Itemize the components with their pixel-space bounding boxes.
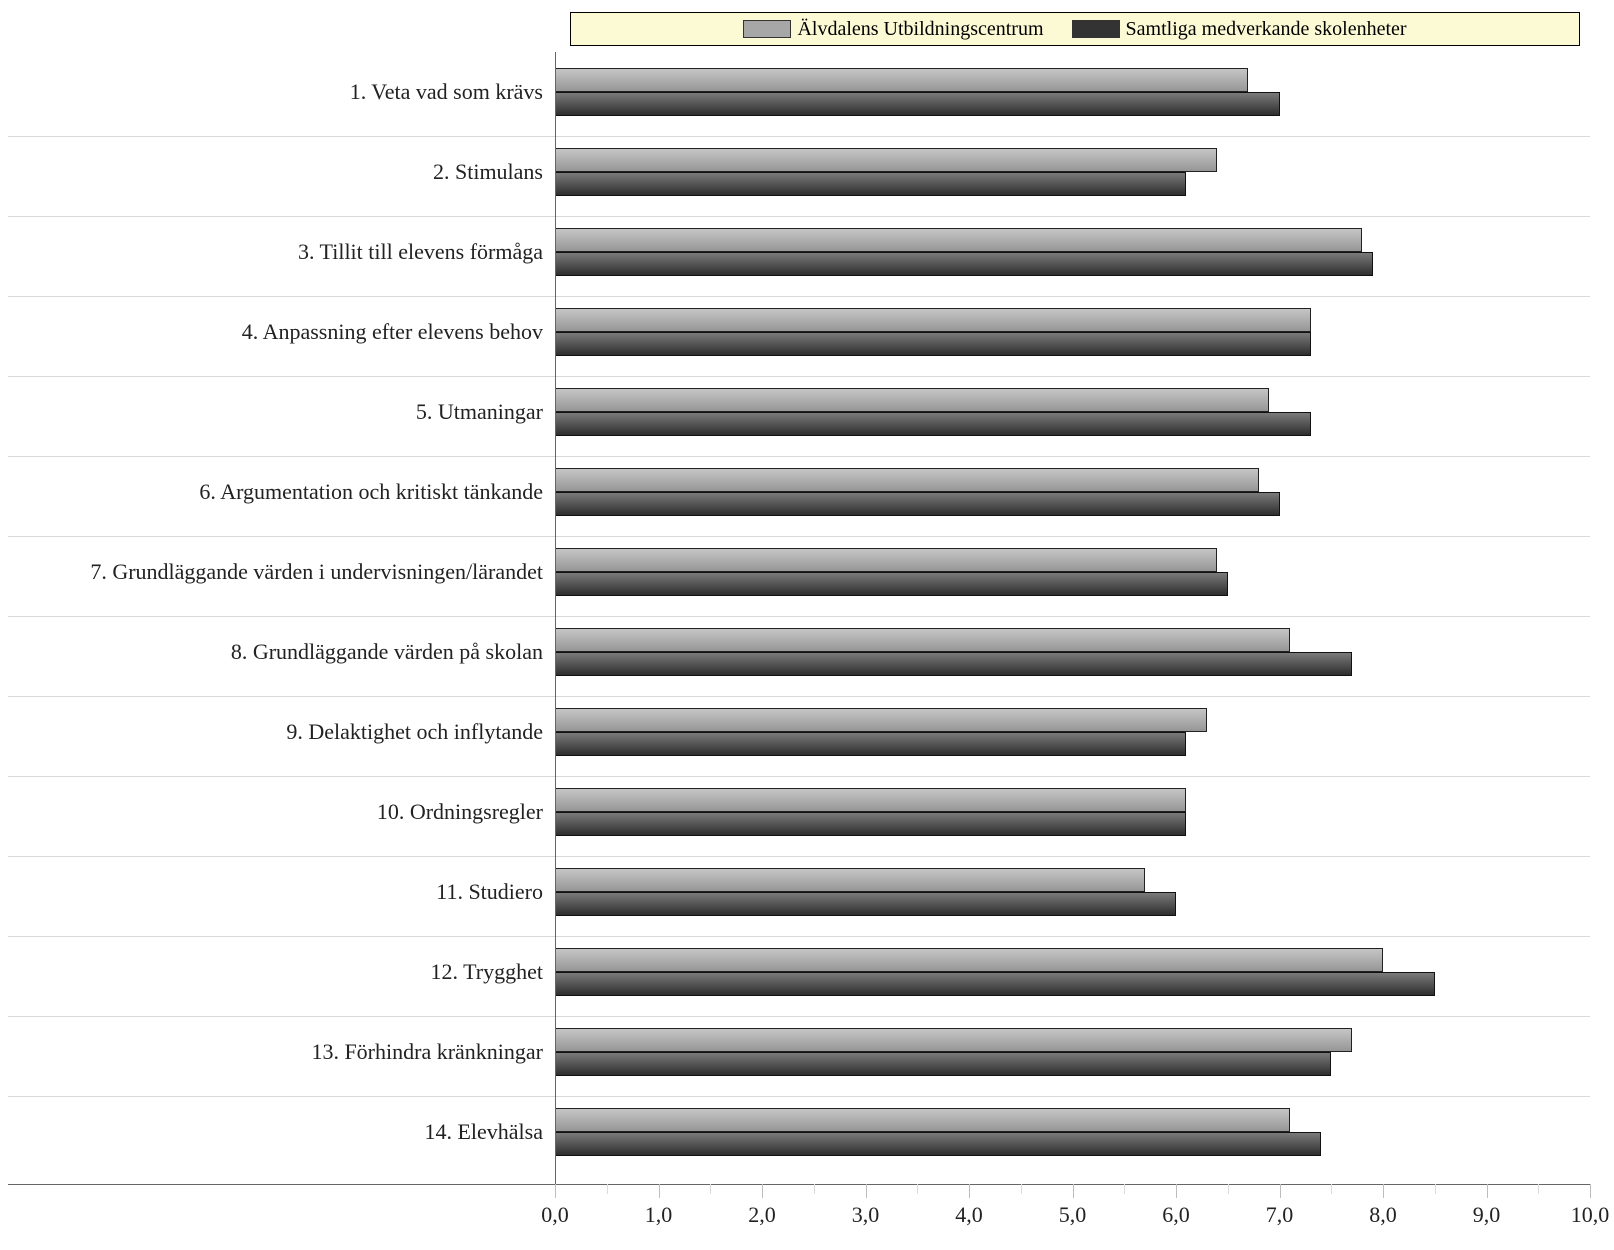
y-axis-line: [555, 52, 556, 1184]
x-tick-major: [1590, 1184, 1591, 1198]
bar-series-1: [555, 972, 1435, 996]
bar-series-1: [555, 412, 1311, 436]
x-tick-label: 1,0: [645, 1202, 673, 1228]
legend-swatch-1: [1072, 20, 1120, 38]
x-tick-major: [866, 1184, 867, 1198]
bar-series-1: [555, 892, 1176, 916]
x-tick-minor: [607, 1184, 608, 1194]
bar-series-0: [555, 228, 1362, 252]
bar-series-0: [555, 708, 1207, 732]
row-divider: [8, 936, 1590, 937]
bar-series-0: [555, 788, 1186, 812]
category-label: 9. Delaktighet och inflytande: [286, 719, 543, 745]
x-tick-minor: [1435, 1184, 1436, 1194]
legend: Älvdalens Utbildningscentrum Samtliga med…: [570, 12, 1580, 46]
bar-series-0: [555, 468, 1259, 492]
x-tick-label: 10,0: [1571, 1202, 1610, 1228]
x-tick-label: 9,0: [1473, 1202, 1501, 1228]
category-label: 1. Veta vad som krävs: [350, 79, 543, 105]
row-divider: [8, 696, 1590, 697]
x-tick-label: 5,0: [1059, 1202, 1087, 1228]
category-label: 14. Elevhälsa: [424, 1119, 543, 1145]
category-label: 8. Grundläggande värden på skolan: [231, 639, 543, 665]
legend-swatch-0: [743, 20, 791, 38]
category-label: 13. Förhindra kränkningar: [311, 1039, 543, 1065]
bar-series-1: [555, 1052, 1331, 1076]
grouped-bar-chart: Älvdalens Utbildningscentrum Samtliga med…: [0, 0, 1614, 1250]
category-label: 2. Stimulans: [433, 159, 543, 185]
bar-series-1: [555, 1132, 1321, 1156]
x-tick-major: [969, 1184, 970, 1198]
x-tick-minor: [710, 1184, 711, 1194]
bar-series-0: [555, 388, 1269, 412]
category-label: 3. Tillit till elevens förmåga: [298, 239, 543, 265]
row-divider: [8, 296, 1590, 297]
row-divider: [8, 456, 1590, 457]
category-label: 4. Anpassning efter elevens behov: [242, 319, 543, 345]
x-tick-major: [1487, 1184, 1488, 1198]
category-label: 6. Argumentation och kritiskt tänkande: [199, 479, 543, 505]
legend-label-1: Samtliga medverkande skolenheter: [1126, 18, 1407, 41]
x-tick-major: [555, 1184, 556, 1198]
bar-series-1: [555, 252, 1373, 276]
x-tick-minor: [1331, 1184, 1332, 1194]
row-divider: [8, 616, 1590, 617]
bar-series-1: [555, 332, 1311, 356]
x-tick-label: 0,0: [541, 1202, 569, 1228]
x-tick-minor: [1538, 1184, 1539, 1194]
x-tick-major: [1176, 1184, 1177, 1198]
x-tick-major: [659, 1184, 660, 1198]
legend-label-0: Älvdalens Utbildningscentrum: [797, 18, 1043, 41]
x-tick-label: 7,0: [1266, 1202, 1294, 1228]
bar-series-0: [555, 68, 1248, 92]
x-tick-label: 2,0: [748, 1202, 776, 1228]
x-tick-major: [762, 1184, 763, 1198]
category-label: 7. Grundläggande värden i undervisningen…: [90, 559, 543, 585]
category-label: 10. Ordningsregler: [377, 799, 543, 825]
x-tick-minor: [1124, 1184, 1125, 1194]
row-divider: [8, 136, 1590, 137]
x-tick-minor: [1021, 1184, 1022, 1194]
x-tick-label: 4,0: [955, 1202, 983, 1228]
row-divider: [8, 376, 1590, 377]
x-tick-minor: [814, 1184, 815, 1194]
category-label: 12. Trygghet: [431, 959, 543, 985]
legend-item-1: Samtliga medverkande skolenheter: [1072, 18, 1407, 41]
bar-series-0: [555, 1108, 1290, 1132]
bar-series-0: [555, 148, 1217, 172]
bar-series-1: [555, 172, 1186, 196]
row-divider: [8, 1016, 1590, 1017]
bar-series-1: [555, 92, 1280, 116]
row-divider: [8, 536, 1590, 537]
x-tick-major: [1280, 1184, 1281, 1198]
row-divider: [8, 1096, 1590, 1097]
row-divider: [8, 776, 1590, 777]
bar-series-1: [555, 652, 1352, 676]
category-label: 5. Utmaningar: [416, 399, 543, 425]
bar-series-1: [555, 732, 1186, 756]
bar-series-0: [555, 308, 1311, 332]
x-tick-major: [1383, 1184, 1384, 1198]
bar-series-0: [555, 548, 1217, 572]
bar-series-1: [555, 812, 1186, 836]
bar-series-0: [555, 628, 1290, 652]
bar-series-0: [555, 948, 1383, 972]
bar-series-0: [555, 868, 1145, 892]
row-divider: [8, 216, 1590, 217]
x-tick-minor: [917, 1184, 918, 1194]
bar-series-0: [555, 1028, 1352, 1052]
x-tick-major: [1073, 1184, 1074, 1198]
row-divider: [8, 856, 1590, 857]
x-tick-minor: [1228, 1184, 1229, 1194]
category-label: 11. Studiero: [436, 879, 543, 905]
x-tick-label: 8,0: [1369, 1202, 1397, 1228]
x-tick-label: 6,0: [1162, 1202, 1190, 1228]
bar-series-1: [555, 492, 1280, 516]
x-axis-line: [8, 1184, 1590, 1185]
x-tick-label: 3,0: [852, 1202, 880, 1228]
legend-item-0: Älvdalens Utbildningscentrum: [743, 18, 1043, 41]
bar-series-1: [555, 572, 1228, 596]
